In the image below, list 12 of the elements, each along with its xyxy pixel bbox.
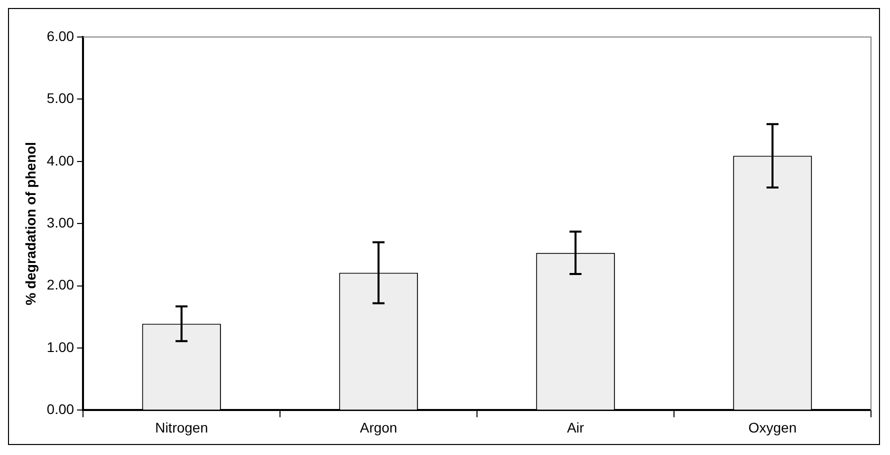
y-tick-label: 2.00 — [46, 276, 74, 293]
y-tick-label: 3.00 — [46, 214, 74, 230]
y-tick-label: 0.00 — [46, 401, 74, 418]
y-tick-label: 1.00 — [46, 338, 74, 355]
x-tick-label: Air — [566, 419, 584, 436]
y-tick-label: 5.00 — [46, 90, 74, 106]
y-axis-title: % degradation of phenol — [22, 142, 38, 306]
x-tick-label: Argon — [360, 419, 398, 436]
y-tick-label: 6.00 — [46, 28, 74, 44]
x-tick-label: Oxygen — [748, 419, 797, 436]
x-tick-label: Nitrogen — [155, 419, 208, 436]
y-tick-label: 4.00 — [46, 152, 74, 168]
